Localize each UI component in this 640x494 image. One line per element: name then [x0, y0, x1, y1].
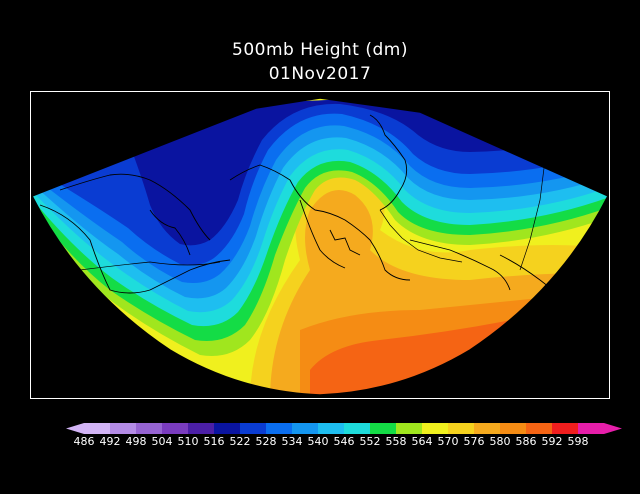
colorbar-tick-label: 528 [256, 435, 277, 448]
colorbar-swatch [136, 423, 162, 434]
colorbar-swatch [396, 423, 422, 434]
colorbar-right-arrow [604, 423, 622, 434]
colorbar-tick-label: 576 [464, 435, 485, 448]
colorbar-swatch [162, 423, 188, 434]
colorbar-swatch [448, 423, 474, 434]
colorbar-swatch [344, 423, 370, 434]
colorbar-swatch [188, 423, 214, 434]
colorbar-swatch [552, 423, 578, 434]
map-title: 500mb Height (dm) [232, 40, 408, 60]
colorbar-tick-label: 498 [126, 435, 147, 448]
map-date: 01Nov2017 [268, 64, 372, 84]
colorbar-tick-label: 580 [490, 435, 511, 448]
colorbar-tick-label: 564 [412, 435, 433, 448]
colorbar-swatch [292, 423, 318, 434]
map-frame [30, 91, 610, 399]
colorbar-swatch [578, 423, 604, 434]
colorbar-swatch [214, 423, 240, 434]
colorbar-tick-label: 522 [230, 435, 251, 448]
colorbar-tick-label: 516 [204, 435, 225, 448]
colorbar-swatch [110, 423, 136, 434]
colorbar-tick-label: 552 [360, 435, 381, 448]
colorbar-swatch [84, 423, 110, 434]
colorbar-tick-label: 598 [568, 435, 589, 448]
borders [79, 159, 546, 271]
colorbar-swatch [500, 423, 526, 434]
colorbar-tick-label: 504 [152, 435, 173, 448]
colorbar-swatch [422, 423, 448, 434]
colorbar-tick-label: 510 [178, 435, 199, 448]
colorbar-tick-label: 592 [542, 435, 563, 448]
colorbar-swatch [240, 423, 266, 434]
colorbar-tick-label: 492 [100, 435, 121, 448]
colorbar-tick-label: 570 [438, 435, 459, 448]
colorbar-tick-label: 558 [386, 435, 407, 448]
colorbar-swatch [266, 423, 292, 434]
colorbar-left-arrow [66, 423, 84, 434]
colorbar-tick-label: 586 [516, 435, 537, 448]
colorbar-tick-label: 534 [282, 435, 303, 448]
colorbar-swatch [526, 423, 552, 434]
coastlines [39, 114, 571, 311]
colorbar-tick-label: 486 [74, 435, 95, 448]
colorbar-swatch [370, 423, 396, 434]
colorbar-swatch [318, 423, 344, 434]
colorbar-tick-label: 540 [308, 435, 329, 448]
map-boundary [30, 97, 610, 396]
colorbar-tick-label: 546 [334, 435, 355, 448]
colorbar-swatch [474, 423, 500, 434]
